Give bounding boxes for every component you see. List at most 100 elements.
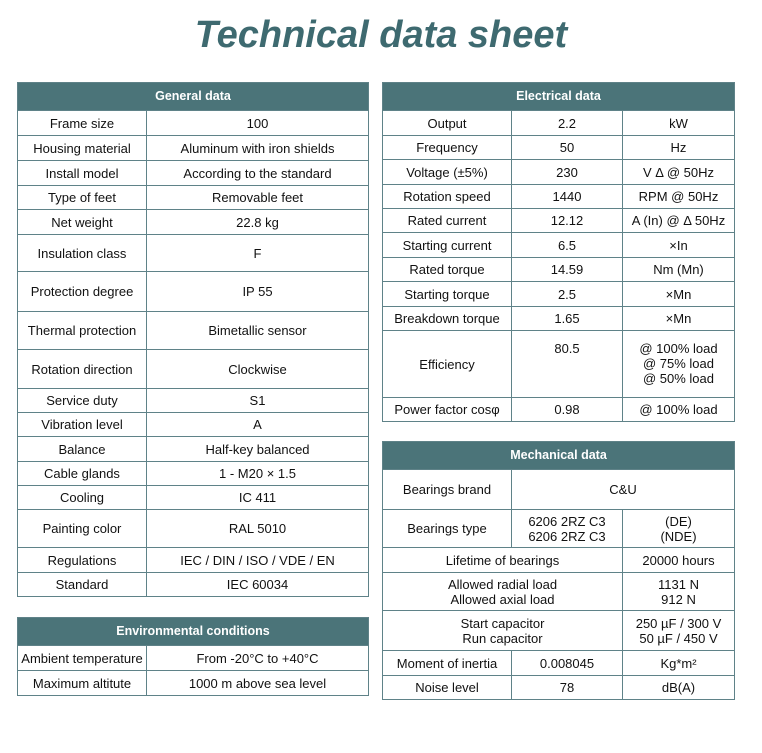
table-row: Service duty S1 bbox=[17, 388, 369, 413]
table-row: Install model According to the standard bbox=[17, 160, 369, 186]
label: Thermal protection bbox=[17, 311, 147, 350]
value: 20000 hours bbox=[622, 547, 735, 573]
value: RAL 5010 bbox=[146, 509, 369, 548]
value: 230 bbox=[511, 159, 623, 185]
value: 80.5 bbox=[511, 330, 623, 398]
table-row: Ambient temperature From -20°C to +40°C bbox=[17, 645, 369, 671]
value: 0.008045 bbox=[511, 650, 623, 676]
label: Rotation direction bbox=[17, 349, 147, 389]
label: Allowed radial load Allowed axial load bbox=[382, 572, 623, 611]
label: Efficiency bbox=[382, 330, 512, 398]
value: 250 µF / 300 V 50 µF / 450 V bbox=[622, 610, 735, 651]
label: Noise level bbox=[382, 675, 512, 700]
value: 1000 m above sea level bbox=[146, 670, 369, 696]
mechanical-data-header: Mechanical data bbox=[382, 441, 735, 470]
value: 2.5 bbox=[511, 281, 623, 307]
unit: ×In bbox=[622, 232, 735, 258]
unit: @ 100% load bbox=[622, 397, 735, 422]
table-row: Cooling IC 411 bbox=[17, 485, 369, 510]
table-row: Rotation speed 1440 RPM @ 50Hz bbox=[382, 184, 735, 209]
value: Half-key balanced bbox=[146, 436, 369, 462]
table-row: Bearings brand C&U bbox=[382, 469, 735, 510]
label: Insulation class bbox=[17, 234, 147, 272]
label: Rated torque bbox=[382, 257, 512, 282]
table-row: Vibration level A bbox=[17, 412, 369, 437]
value: 78 bbox=[511, 675, 623, 700]
table-row: Balance Half-key balanced bbox=[17, 436, 369, 462]
value: S1 bbox=[146, 388, 369, 413]
value: IP 55 bbox=[146, 271, 369, 312]
unit: Kg*m² bbox=[622, 650, 735, 676]
value: Clockwise bbox=[146, 349, 369, 389]
value: IEC 60034 bbox=[146, 572, 369, 597]
value: From -20°C to +40°C bbox=[146, 645, 369, 671]
mechanical-data-table: Mechanical data Bearings brand C&U Bearin… bbox=[382, 441, 735, 700]
table-row: Output 2.2 kW bbox=[382, 110, 735, 136]
table-row: Breakdown torque 1.65 ×Mn bbox=[382, 306, 735, 331]
table-row: Noise level 78 dB(A) bbox=[382, 675, 735, 700]
general-data-table: General data Frame size 100 Housing materi… bbox=[17, 82, 369, 597]
label: Cooling bbox=[17, 485, 147, 510]
value: 14.59 bbox=[511, 257, 623, 282]
label: Regulations bbox=[17, 547, 147, 573]
table-row: Rated current 12.12 A (In) @ Δ 50Hz bbox=[382, 208, 735, 233]
table-row: Rotation direction Clockwise bbox=[17, 349, 369, 389]
label: Frame size bbox=[17, 110, 147, 136]
unit: kW bbox=[622, 110, 735, 136]
label: Standard bbox=[17, 572, 147, 597]
label: Lifetime of bearings bbox=[382, 547, 623, 573]
unit: Nm (Mn) bbox=[622, 257, 735, 282]
label: Voltage (±5%) bbox=[382, 159, 512, 185]
value: A bbox=[146, 412, 369, 437]
label: Output bbox=[382, 110, 512, 136]
electrical-data-header: Electrical data bbox=[382, 82, 735, 111]
table-row: Starting current 6.5 ×In bbox=[382, 232, 735, 258]
value: 1.65 bbox=[511, 306, 623, 331]
value: 1131 N 912 N bbox=[622, 572, 735, 611]
table-row: Thermal protection Bimetallic sensor bbox=[17, 311, 369, 350]
label: Ambient temperature bbox=[17, 645, 147, 671]
table-row: Allowed radial load Allowed axial load 11… bbox=[382, 572, 735, 611]
label: Install model bbox=[17, 160, 147, 186]
table-row: Rated torque 14.59 Nm (Mn) bbox=[382, 257, 735, 282]
label: Rotation speed bbox=[382, 184, 512, 209]
value: 50 bbox=[511, 135, 623, 160]
table-row: Start capacitor Run capacitor 250 µF / 30… bbox=[382, 610, 735, 651]
unit: Hz bbox=[622, 135, 735, 160]
value: IEC / DIN / ISO / VDE / EN bbox=[146, 547, 369, 573]
table-row: Type of feet Removable feet bbox=[17, 185, 369, 210]
table-row: Frame size 100 bbox=[17, 110, 369, 136]
unit: ×Mn bbox=[622, 306, 735, 331]
label: Service duty bbox=[17, 388, 147, 413]
label: Balance bbox=[17, 436, 147, 462]
value: 100 bbox=[146, 110, 369, 136]
table-row: Maximum altitute 1000 m above sea level bbox=[17, 670, 369, 696]
table-row: Standard IEC 60034 bbox=[17, 572, 369, 597]
label: Start capacitor Run capacitor bbox=[382, 610, 623, 651]
value: 6.5 bbox=[511, 232, 623, 258]
electrical-data-table: Electrical data Output 2.2 kW Frequency 50 Hz… bbox=[382, 82, 735, 422]
unit: dB(A) bbox=[622, 675, 735, 700]
label: Rated current bbox=[382, 208, 512, 233]
table-row: Lifetime of bearings 20000 hours bbox=[382, 547, 735, 573]
table-row: Moment of inertia 0.008045 Kg*m² bbox=[382, 650, 735, 676]
label: Net weight bbox=[17, 209, 147, 235]
table-row: Bearings type 6206 2RZ C3 6206 2RZ C3 (DE)… bbox=[382, 509, 735, 548]
unit: V Δ @ 50Hz bbox=[622, 159, 735, 185]
table-row: Cable glands 1 - M20 × 1.5 bbox=[17, 461, 369, 486]
environmental-header: Environmental conditions bbox=[17, 617, 369, 646]
table-row: Voltage (±5%) 230 V Δ @ 50Hz bbox=[382, 159, 735, 185]
value: According to the standard bbox=[146, 160, 369, 186]
label: Protection degree bbox=[17, 271, 147, 312]
general-data-header: General data bbox=[17, 82, 369, 111]
unit: ×Mn bbox=[622, 281, 735, 307]
table-row: Efficiency 80.5 @ 100% load @ 75% load @ 5… bbox=[382, 330, 735, 398]
value: 2.2 bbox=[511, 110, 623, 136]
table-row: Insulation class F bbox=[17, 234, 369, 272]
label: Cable glands bbox=[17, 461, 147, 486]
table-row: Net weight 22.8 kg bbox=[17, 209, 369, 235]
value: 12.12 bbox=[511, 208, 623, 233]
value: C&U bbox=[511, 469, 735, 510]
unit: (DE) (NDE) bbox=[622, 509, 735, 548]
label: Bearings brand bbox=[382, 469, 512, 510]
